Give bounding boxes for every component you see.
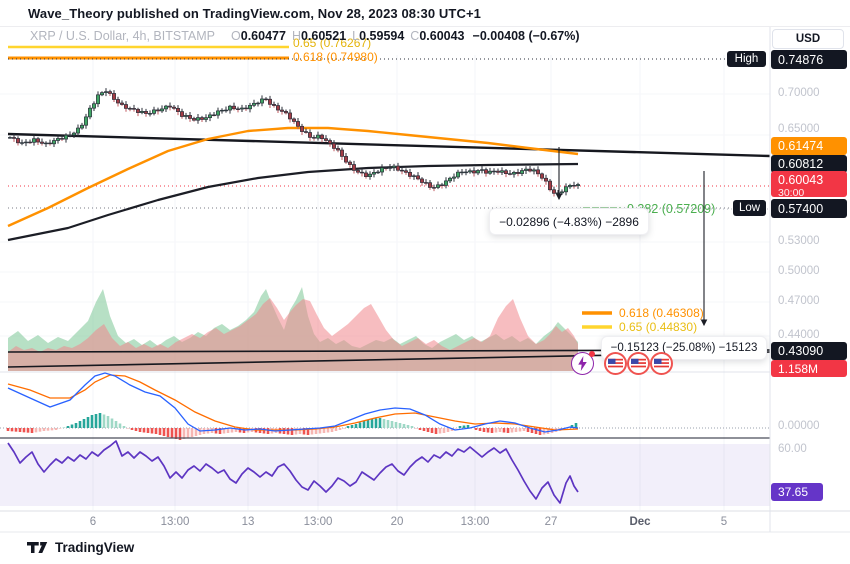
tradingview-branding[interactable]: TradingView (27, 540, 134, 555)
flag-reaction-button-3[interactable] (650, 352, 673, 375)
price-scale-label: 0.53000 (778, 235, 820, 247)
symbol-title: XRP / U.S. Dollar, 4h, BITSTAMP (30, 29, 216, 43)
ma-orange-value: 0.61474 (771, 137, 847, 155)
low-tag: Low (733, 200, 766, 216)
time-scale-label: 5 (720, 516, 728, 528)
tradingview-wordmark: TradingView (55, 540, 135, 555)
flag-reaction-button-1[interactable] (604, 352, 627, 375)
us-flag-icon (608, 356, 623, 371)
high-tag: High (727, 51, 766, 67)
change-value: −0.00408 (−0.67%) (472, 29, 580, 43)
low-label: L (352, 29, 360, 43)
price-scale-label: 0.44000 (778, 329, 820, 341)
symbol-legend[interactable]: XRP / U.S. Dollar, 4h, BITSTAMP O0.60477 H… (30, 29, 580, 43)
currency-toggle-button[interactable]: USD (772, 29, 844, 49)
close-label: C (410, 29, 420, 43)
rsi-value: 37.65 (771, 483, 823, 501)
time-scale-label: 13:00 (460, 516, 490, 528)
tradingview-logo-icon (27, 540, 48, 555)
time-scale-label: 13:00 (303, 516, 333, 528)
open-value: 0.60477 (240, 29, 286, 43)
bar-countdown: 30:00 (778, 187, 805, 200)
time-scale-label: 20 (390, 516, 404, 528)
time-scale-label: 27 (544, 516, 558, 528)
fib-065-upper-label: 0.65 (0.76267) (293, 36, 372, 50)
high-value: 0.74876 (771, 50, 847, 69)
price-scale-label: 0.47000 (778, 295, 820, 307)
high-label: H (291, 29, 301, 43)
fib-0382-label: 0.382 (0.57209) (627, 202, 716, 216)
fib-0618-lower-label: 0.618 (0.46308) (619, 306, 704, 320)
time-scale-label: 13 (241, 516, 255, 528)
time-scale-label: 13:00 (160, 516, 190, 528)
publish-title: Wave_Theory published on TradingView.com… (28, 6, 481, 21)
flag-reaction-button-2[interactable] (627, 352, 650, 375)
fib-065-lower-label: 0.65 (0.44830) (619, 320, 698, 334)
pullback-measure-tooltip: −0.02896 (−4.83%) −2896 (489, 208, 649, 235)
us-flag-icon (654, 356, 669, 371)
price-scale-label: 0.00000 (778, 420, 820, 432)
time-scale-label: Dec (629, 516, 651, 528)
price-scale-label: 0.70000 (778, 87, 820, 99)
us-flag-icon (631, 356, 646, 371)
close-value: 0.60043 (419, 29, 465, 43)
low-value: 0.59594 (359, 29, 405, 43)
time-scale-label: 6 (89, 516, 97, 528)
channel-value: 0.43090 (771, 342, 847, 360)
high-value: 0.60521 (300, 29, 347, 43)
fib-0618-upper-label: 0.618 (0.74980) (293, 50, 378, 64)
price-scale-label: 0.65000 (778, 123, 820, 135)
volume-value: 1.158M (771, 360, 847, 377)
title-divider (0, 26, 850, 27)
trendline-value: 0.60812 (771, 155, 847, 173)
lightning-reaction-button[interactable] (571, 351, 595, 375)
last-price-badge: 0.60043 30:00 (771, 171, 847, 200)
price-scale-label: 0.50000 (778, 265, 820, 277)
notification-dot (589, 351, 595, 357)
last-price-value: 0.60043 (778, 173, 824, 187)
price-scale-label: 60.00 (778, 443, 807, 455)
projection-measure-tooltip: −0.15123 (−25.08%) −15123 (601, 336, 767, 360)
lightning-icon (577, 356, 588, 371)
low-value: 0.57400 (771, 199, 847, 218)
open-label: O (231, 29, 241, 43)
